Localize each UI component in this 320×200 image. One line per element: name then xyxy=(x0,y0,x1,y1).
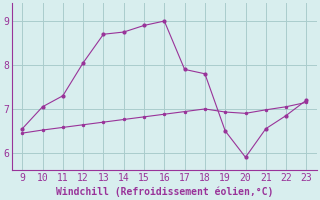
X-axis label: Windchill (Refroidissement éolien,°C): Windchill (Refroidissement éolien,°C) xyxy=(56,186,273,197)
